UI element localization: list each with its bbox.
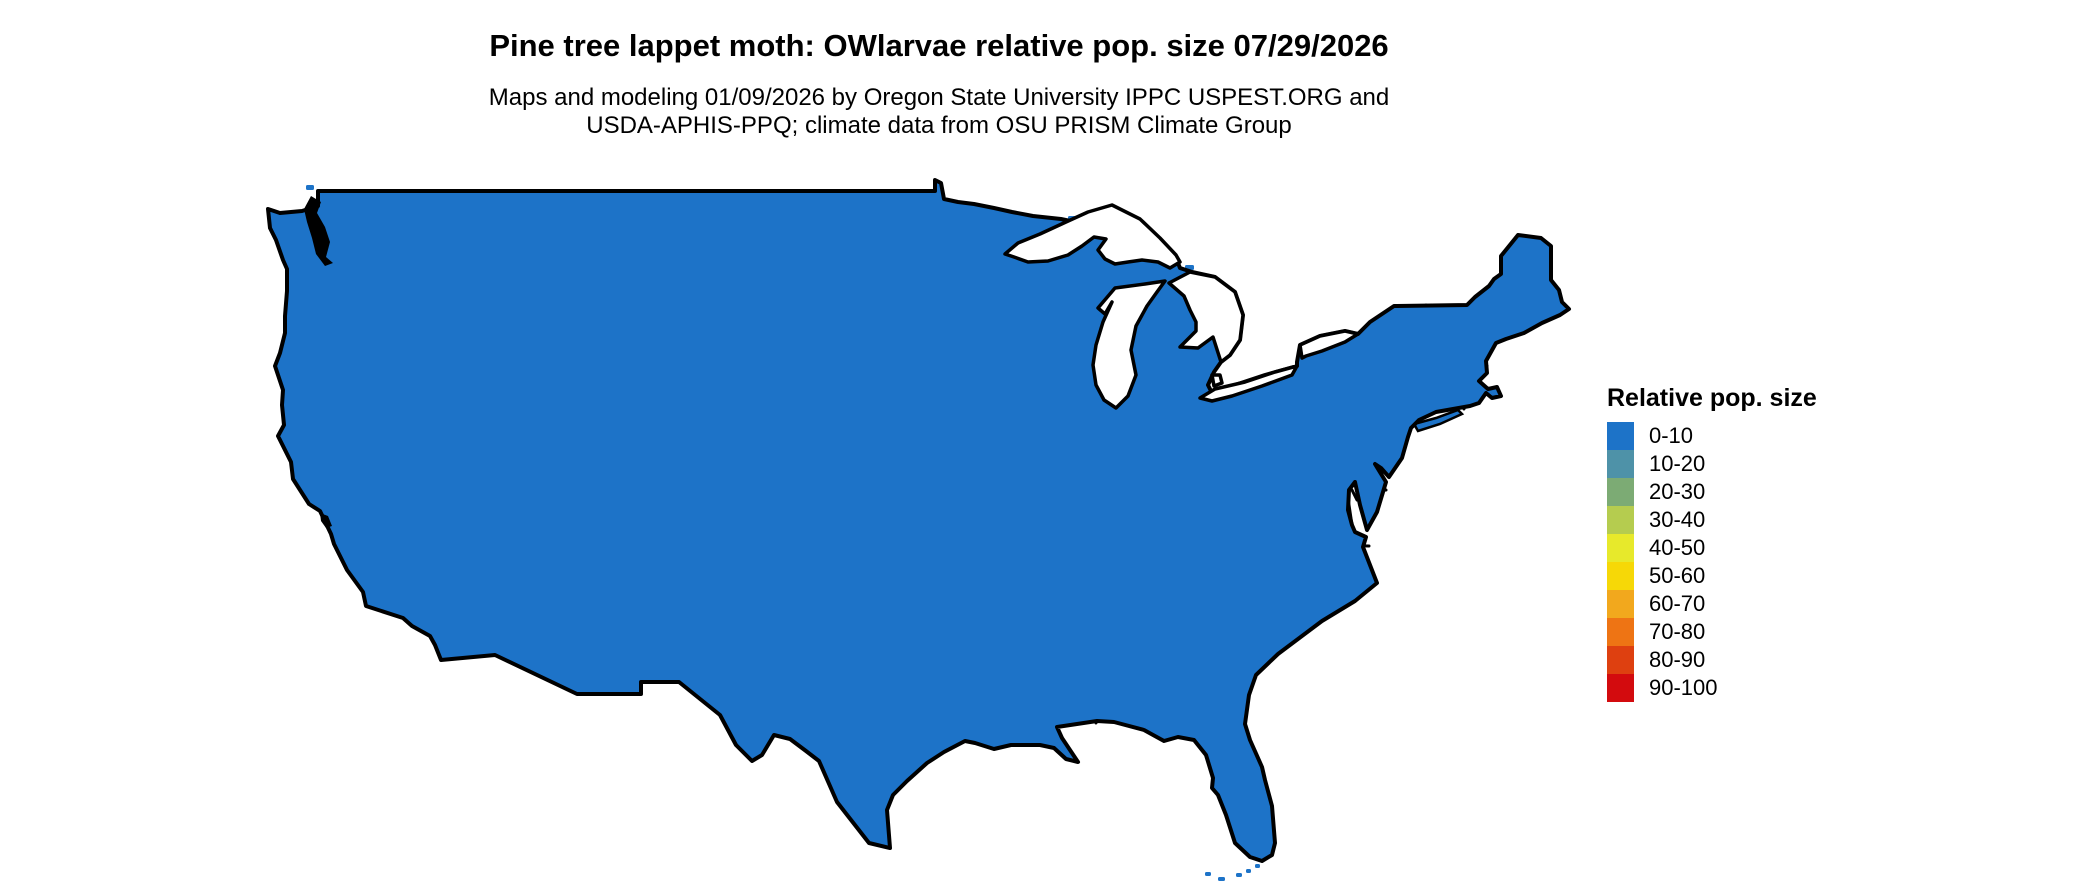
- page-title: Pine tree lappet moth: OWlarvae relative…: [489, 28, 1389, 63]
- legend-swatch: [1607, 450, 1634, 478]
- lake-michigan: [1091, 279, 1167, 410]
- legend-swatch: [1607, 646, 1634, 674]
- lake-erie: [1198, 364, 1299, 403]
- lake-huron: [1167, 270, 1245, 364]
- long-island: [1412, 408, 1465, 433]
- subtitle-line-1: Maps and modeling 01/09/2026 by Oregon S…: [488, 84, 1390, 111]
- legend-entry: 30-40: [1607, 506, 1817, 534]
- legend-entry: 20-30: [1607, 478, 1817, 506]
- legend: Relative pop. size 0-10 10-20 20-30 30-40 40…: [1607, 384, 1817, 702]
- legend-label: 80-90: [1649, 647, 1706, 672]
- legend-swatch: [1607, 478, 1634, 506]
- san-francisco-bay: [320, 513, 332, 528]
- lake-superior: [1003, 203, 1182, 270]
- legend-label: 10-20: [1649, 451, 1706, 476]
- legend-entry: 50-60: [1607, 562, 1817, 590]
- island-florida-key-4: [1246, 869, 1251, 873]
- page-subtitle: Maps and modeling 01/09/2026 by Oregon S…: [0, 84, 1878, 140]
- legend-label: 60-70: [1649, 591, 1706, 616]
- island-florida-key-3: [1236, 873, 1242, 877]
- legend-swatch: [1607, 590, 1634, 618]
- legend-entry: 90-100: [1607, 674, 1817, 702]
- lake-ontario: [1298, 329, 1360, 360]
- legend-label: 70-80: [1649, 619, 1706, 644]
- lake-st-clair: [1210, 373, 1224, 388]
- island-san-juan-islands: [306, 185, 314, 190]
- legend-label: 40-50: [1649, 535, 1706, 560]
- legend-entry: 40-50: [1607, 534, 1817, 562]
- legend-entries: 0-10 10-20 20-30 30-40 40-50 50-60 60-70 70-80 8…: [1607, 422, 1817, 702]
- national-border: [266, 178, 1571, 863]
- legend-swatch: [1607, 674, 1634, 702]
- legend-entry: 80-90: [1607, 646, 1817, 674]
- legend-swatch: [1607, 618, 1634, 646]
- legend-title: Relative pop. size: [1607, 384, 1817, 412]
- legend-label: 50-60: [1649, 563, 1706, 588]
- island-florida-key-2: [1218, 877, 1225, 881]
- island-florida-key-1: [1205, 872, 1211, 876]
- legend-label: 0-10: [1649, 423, 1694, 448]
- legend-swatch: [1607, 422, 1634, 450]
- legend-entry: 60-70: [1607, 590, 1817, 618]
- legend-label: 20-30: [1649, 479, 1706, 504]
- island-florida-key-5: [1255, 864, 1260, 868]
- legend-entry: 10-20: [1607, 450, 1817, 478]
- legend-label: 30-40: [1649, 507, 1706, 532]
- coast-detail: [304, 196, 333, 528]
- legend-label: 90-100: [1649, 675, 1718, 700]
- legend-entry: 70-80: [1607, 618, 1817, 646]
- legend-swatch: [1607, 534, 1634, 562]
- legend-swatch: [1607, 562, 1634, 590]
- puget-sound: [304, 196, 333, 266]
- legend-swatch: [1607, 506, 1634, 534]
- legend-entry: 0-10: [1607, 422, 1817, 450]
- great-lakes: [1003, 203, 1360, 410]
- subtitle-line-2: USDA-APHIS-PPQ; climate data from OSU PR…: [586, 112, 1292, 139]
